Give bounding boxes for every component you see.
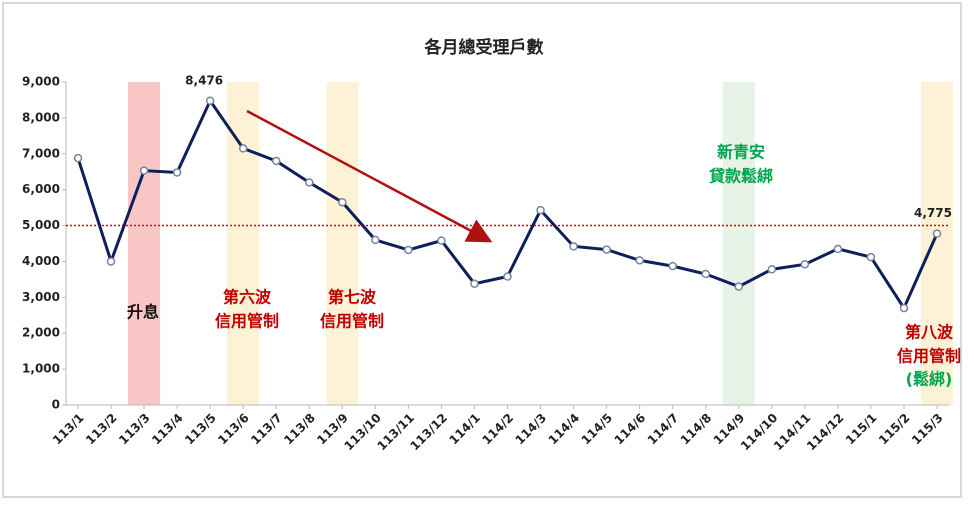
data-point — [73, 153, 83, 163]
data-point — [106, 257, 116, 266]
annotation: 信用管制 — [215, 312, 279, 331]
y-tick-label: 3,000 — [22, 290, 60, 304]
highlight-band — [921, 82, 953, 405]
annotation: 升息 — [127, 303, 159, 322]
data-point — [271, 156, 281, 166]
data-point — [470, 279, 479, 288]
data-point — [932, 229, 942, 238]
y-tick-label: 4,000 — [22, 254, 60, 268]
y-tick-label: 8,000 — [22, 110, 60, 124]
annotation: 新青安 — [717, 143, 765, 162]
data-point — [338, 197, 347, 207]
data-label: 4,775 — [914, 206, 952, 220]
trend-arrow — [246, 109, 493, 243]
data-point — [205, 96, 215, 106]
data-point — [503, 272, 512, 281]
data-point — [866, 252, 876, 262]
annotation: 貸款鬆綁 — [708, 167, 773, 186]
annotation: 信用管制 — [320, 312, 384, 331]
highlight-band — [128, 82, 161, 405]
y-tick-label: 9,000 — [22, 75, 60, 89]
chart-title: 各月總受理戶數 — [424, 37, 544, 58]
frame — [2, 2, 962, 498]
y-tick-label: 2,000 — [22, 326, 60, 340]
data-point — [172, 168, 182, 177]
data-point — [569, 242, 578, 251]
data-point — [701, 269, 710, 279]
data-point — [800, 260, 810, 269]
data-point — [305, 178, 314, 187]
y-tick-label: 6,000 — [22, 182, 60, 196]
data-point — [437, 236, 446, 245]
data-label: 8,476 — [185, 73, 223, 87]
annotation: 第七波 — [328, 288, 377, 307]
highlight-band — [722, 82, 755, 405]
data-point — [635, 256, 644, 265]
data-point — [602, 245, 611, 254]
data-point — [734, 282, 744, 291]
y-tick-label: 1,000 — [22, 362, 60, 376]
annotation: (鬆綁) — [906, 370, 953, 389]
highlight-band — [326, 82, 359, 405]
highlight-band — [227, 82, 260, 405]
y-tick-label: 5,000 — [22, 218, 60, 232]
y-tick-label: 0 — [52, 398, 60, 412]
data-point — [536, 205, 545, 215]
annotation: 第八波 — [905, 323, 954, 342]
data-point — [668, 261, 677, 271]
data-point — [371, 235, 380, 245]
annotation: 第六波 — [223, 288, 272, 307]
data-point — [833, 244, 843, 254]
data-point — [139, 166, 149, 175]
annotation: 信用管制 — [897, 347, 961, 366]
data-point — [238, 144, 248, 153]
data-point — [767, 265, 777, 274]
data-point — [899, 303, 909, 313]
data-point — [404, 245, 413, 255]
y-tick-label: 7,000 — [22, 146, 60, 160]
